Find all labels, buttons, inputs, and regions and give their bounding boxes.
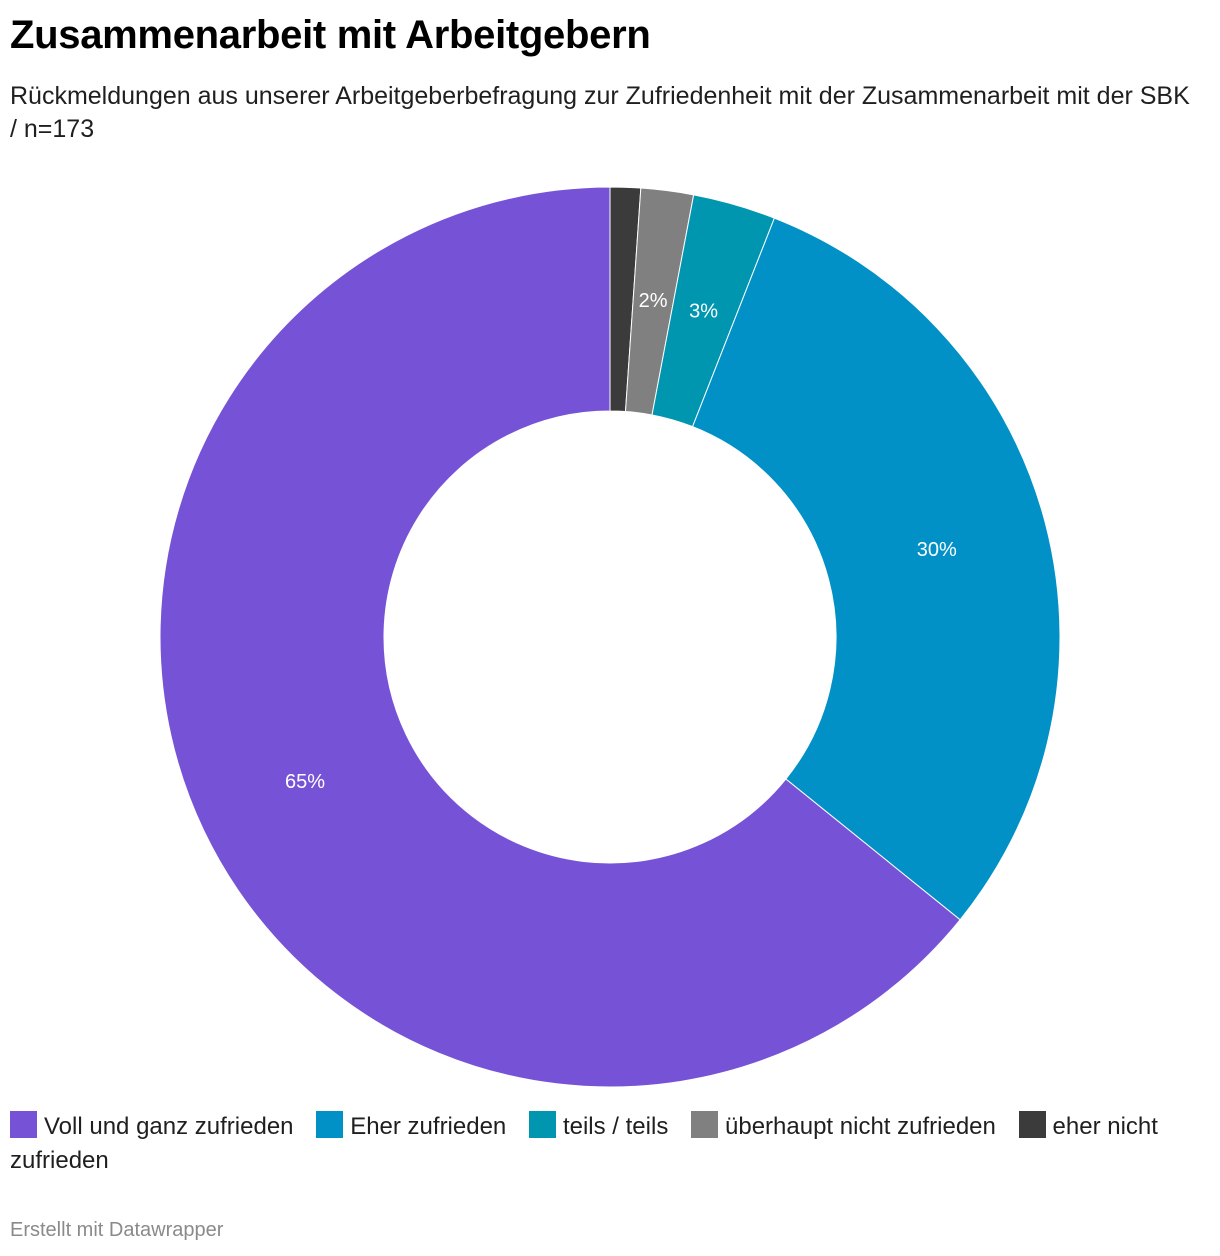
legend-swatch xyxy=(1018,1111,1046,1138)
slice-label: 30% xyxy=(917,539,957,561)
legend-item: Eher zufrieden xyxy=(316,1111,507,1140)
chart-title: Zusammenarbeit mit Arbeitgebern xyxy=(10,13,651,57)
legend-label: teils / teils xyxy=(562,1113,669,1140)
donut-chart: 2% 3% 30% 65% xyxy=(159,186,1061,1088)
legend-item: teils / teils xyxy=(528,1111,669,1140)
donut-labels: 2% 3% 30% 65% xyxy=(285,290,957,793)
credit-text: Erstellt mit Datawrapper xyxy=(10,1219,224,1241)
slice-label: 65% xyxy=(285,771,325,793)
legend-item: überhaupt nicht zufrieden xyxy=(691,1111,996,1140)
legend-item: Voll und ganz zufrieden xyxy=(10,1111,294,1140)
legend-label: Voll und ganz zufrieden xyxy=(44,1113,294,1140)
legend-swatch xyxy=(316,1111,344,1138)
chart-legend: Voll und ganz zufrieden Eher zufrieden t… xyxy=(10,1110,1190,1178)
donut-slices xyxy=(159,186,1061,1088)
slice-label: 3% xyxy=(689,300,718,322)
chart-subtitle: Rückmeldungen aus unserer Arbeitgeberbef… xyxy=(10,82,1190,143)
legend-swatch xyxy=(10,1111,37,1138)
legend-label: eher nicht zufrieden xyxy=(10,1113,1158,1174)
legend-swatch xyxy=(691,1111,718,1138)
legend-item: eher nicht zufrieden xyxy=(10,1111,1158,1174)
slice-label: 2% xyxy=(639,290,668,312)
legend-swatch xyxy=(528,1111,556,1138)
legend-label: Eher zufrieden xyxy=(350,1113,507,1140)
donut-slice xyxy=(159,186,961,1088)
donut-slice xyxy=(691,217,1061,921)
legend-label: überhaupt nicht zufrieden xyxy=(725,1113,996,1140)
